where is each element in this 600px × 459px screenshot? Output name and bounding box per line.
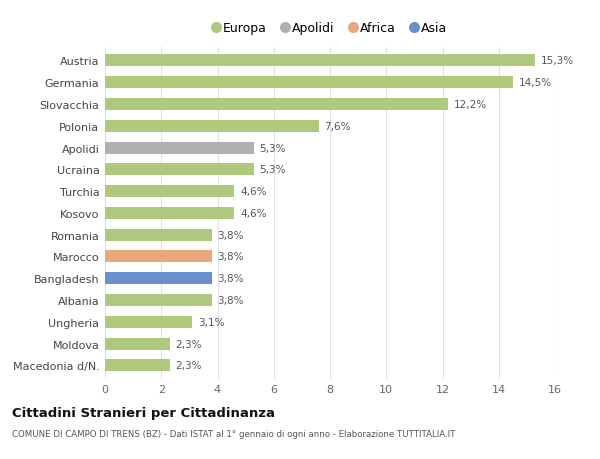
Text: 4,6%: 4,6%: [240, 187, 266, 197]
Text: 2,3%: 2,3%: [175, 339, 202, 349]
Bar: [105, 251, 212, 263]
Text: 5,3%: 5,3%: [260, 143, 286, 153]
Text: 3,1%: 3,1%: [198, 317, 224, 327]
Bar: [105, 338, 170, 350]
Text: 3,8%: 3,8%: [218, 230, 244, 240]
Text: 3,8%: 3,8%: [218, 274, 244, 284]
Bar: [105, 55, 535, 67]
Bar: [105, 121, 319, 133]
Text: 2,3%: 2,3%: [175, 361, 202, 370]
Text: 3,8%: 3,8%: [218, 296, 244, 305]
Bar: [105, 77, 513, 89]
Text: 3,8%: 3,8%: [218, 252, 244, 262]
Text: 14,5%: 14,5%: [518, 78, 551, 88]
Bar: [105, 229, 212, 241]
Bar: [105, 186, 235, 198]
Text: 15,3%: 15,3%: [541, 56, 574, 66]
Bar: [105, 99, 448, 111]
Bar: [105, 360, 170, 372]
Bar: [105, 207, 235, 219]
Text: 12,2%: 12,2%: [454, 100, 487, 110]
Text: 7,6%: 7,6%: [325, 122, 351, 131]
Bar: [105, 142, 254, 154]
Text: 4,6%: 4,6%: [240, 208, 266, 218]
Bar: [105, 164, 254, 176]
Text: COMUNE DI CAMPO DI TRENS (BZ) - Dati ISTAT al 1° gennaio di ogni anno - Elaboraz: COMUNE DI CAMPO DI TRENS (BZ) - Dati IST…: [12, 429, 455, 438]
Bar: [105, 273, 212, 285]
Bar: [105, 294, 212, 307]
Text: 5,3%: 5,3%: [260, 165, 286, 175]
Legend: Europa, Apolidi, Africa, Asia: Europa, Apolidi, Africa, Asia: [213, 22, 447, 35]
Bar: [105, 316, 192, 328]
Text: Cittadini Stranieri per Cittadinanza: Cittadini Stranieri per Cittadinanza: [12, 406, 275, 419]
